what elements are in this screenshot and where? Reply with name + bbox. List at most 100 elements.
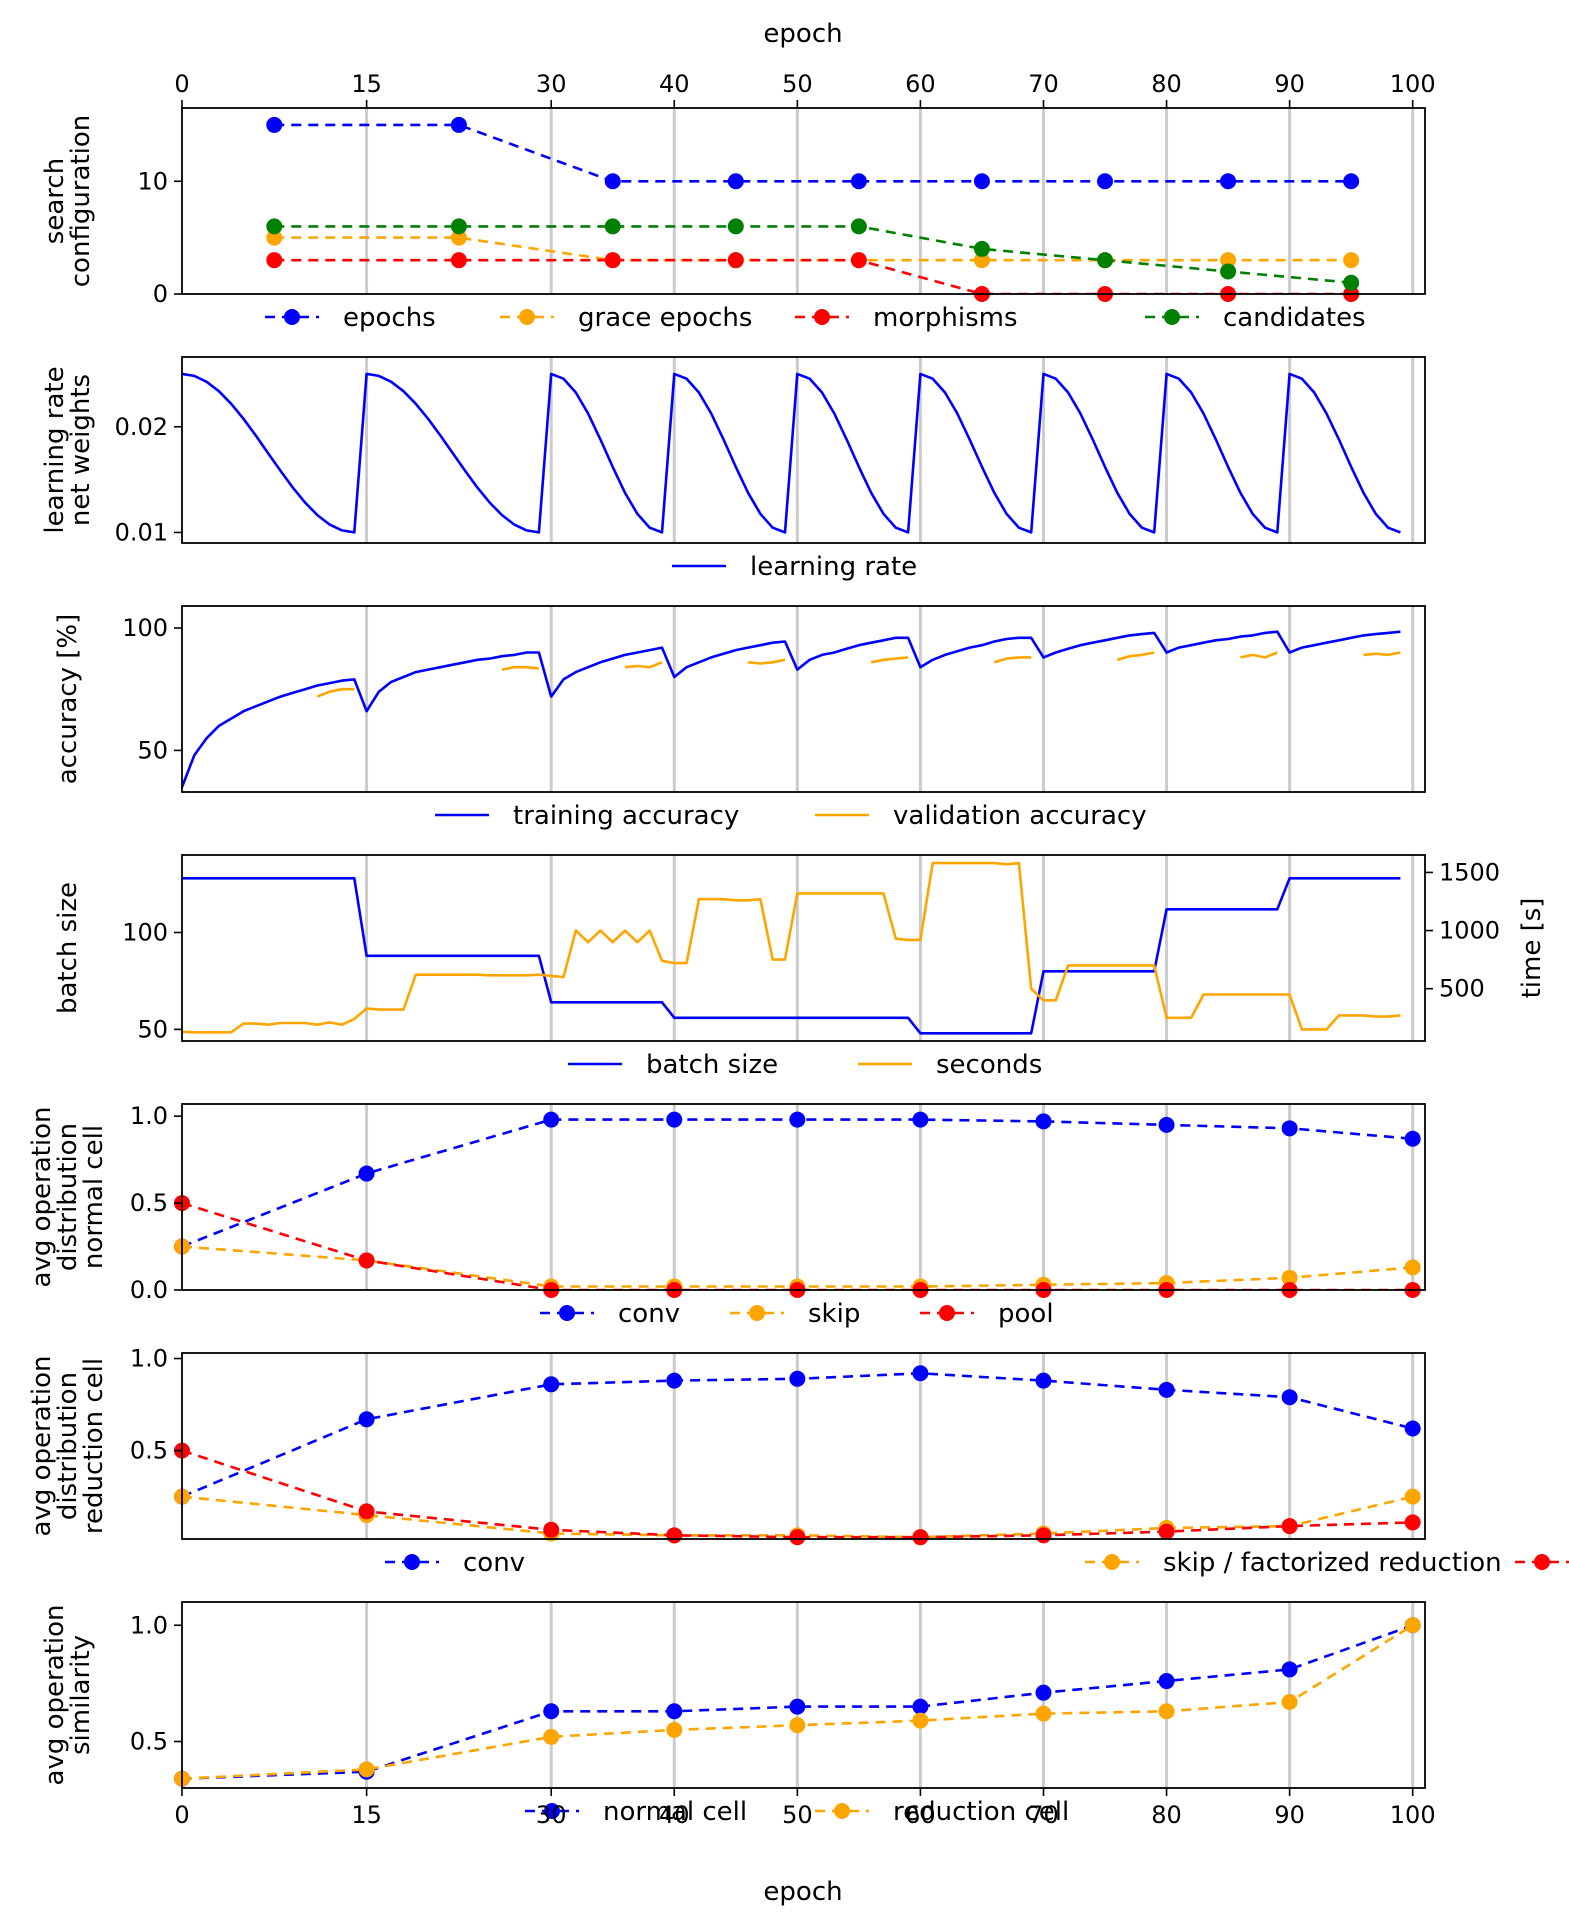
legend-label: learning rate xyxy=(750,552,917,582)
plot-area xyxy=(182,1624,1414,1780)
series-point-conv xyxy=(912,1111,929,1128)
legend-label: validation accuracy xyxy=(893,801,1147,831)
series-point-conv xyxy=(1404,1130,1421,1147)
bottom-xtick-label: 70 xyxy=(1028,1801,1059,1829)
ytick-label: 1.0 xyxy=(130,1102,168,1130)
y2tick-label: 500 xyxy=(1439,975,1485,1003)
series-point-epochs xyxy=(850,173,867,190)
series-point-conv xyxy=(543,1111,560,1128)
legend-label: epochs xyxy=(343,303,436,333)
bottom-xtick-label: 90 xyxy=(1274,1801,1305,1829)
series-point-reduction-cell xyxy=(666,1721,683,1738)
legend-marker xyxy=(1534,1554,1550,1570)
ytick-label: 50 xyxy=(137,1015,168,1043)
series-point-reduction-cell xyxy=(1035,1705,1052,1722)
legend-marker xyxy=(284,309,300,325)
series-point-conv xyxy=(1158,1381,1175,1398)
bottom-xtick-label: 40 xyxy=(659,1801,690,1829)
plot-area xyxy=(182,861,1401,1035)
series-point-conv xyxy=(358,1411,375,1428)
ylabel: normal cell xyxy=(79,1125,109,1269)
ytick-label: 0.0 xyxy=(130,1276,168,1304)
series-point-pool xyxy=(358,1503,375,1520)
ytick-label: 100 xyxy=(122,614,168,642)
legend-label: batch size xyxy=(646,1050,778,1080)
series-point-morphisms xyxy=(727,252,744,269)
series-point-conv xyxy=(666,1372,683,1389)
series-point-morphisms xyxy=(850,252,867,269)
series-point-conv xyxy=(1035,1372,1052,1389)
axes-frame xyxy=(181,854,1426,1042)
top-xtick-label: 40 xyxy=(659,70,690,98)
ylabel: avg operation xyxy=(40,1605,70,1786)
ytick-label: 1.0 xyxy=(130,1611,168,1639)
series-point-skip xyxy=(1404,1259,1421,1276)
ytick-label: 100 xyxy=(122,919,168,947)
series-point-grace-epochs xyxy=(1343,252,1360,269)
legend-label: grace epochs xyxy=(578,303,752,333)
plot-area xyxy=(274,123,1352,294)
axes-frame xyxy=(181,1352,1426,1540)
bottom-xlabel: epoch xyxy=(763,1877,842,1907)
legend-label: seconds xyxy=(936,1050,1042,1080)
legend-marker xyxy=(834,1803,850,1819)
top-xtick-label: 80 xyxy=(1151,70,1182,98)
top-xlabel: epoch xyxy=(763,19,842,49)
series-point-grace-epochs xyxy=(450,229,467,246)
series-point-conv xyxy=(358,1165,375,1182)
legend-label: normal cell xyxy=(603,1797,747,1827)
ytick-label: 50 xyxy=(137,736,168,764)
series-point-candidates xyxy=(450,218,467,235)
series-point-candidates xyxy=(1097,252,1114,269)
bottom-xtick-label: 15 xyxy=(351,1801,382,1829)
series-line-skip xyxy=(182,1245,1413,1288)
legend-label: candidates xyxy=(1223,303,1366,333)
ytick-label: 0.5 xyxy=(130,1728,168,1756)
series-point-conv xyxy=(912,1365,929,1382)
ylabel: distribution xyxy=(53,1123,83,1271)
ylabel: avg operation xyxy=(27,1107,57,1288)
series-point-candidates xyxy=(266,218,283,235)
legend-marker xyxy=(814,309,830,325)
series-point-normal-cell xyxy=(912,1698,929,1715)
series-point-pool xyxy=(543,1521,560,1538)
legend-marker xyxy=(749,1305,765,1321)
top-xtick-label: 30 xyxy=(536,70,567,98)
top-xtick-label: 50 xyxy=(782,70,813,98)
legend-label: skip xyxy=(808,1299,860,1329)
series-point-epochs xyxy=(1220,173,1237,190)
series-point-pool xyxy=(1404,1514,1421,1531)
legend-label: conv xyxy=(463,1548,525,1578)
series-line-epochs xyxy=(274,123,1352,183)
series-point-morphisms xyxy=(450,252,467,269)
legend-label: pool xyxy=(998,1299,1054,1329)
axes-frame xyxy=(181,605,1426,793)
series-point-skip xyxy=(1281,1269,1298,1286)
series-point-epochs xyxy=(1343,173,1360,190)
series-line-validation-accuracy xyxy=(624,661,663,669)
series-point-pool xyxy=(1158,1523,1175,1540)
series-point-conv xyxy=(1158,1116,1175,1133)
series-line-validation-accuracy xyxy=(501,665,540,671)
series-point-normal-cell xyxy=(1035,1684,1052,1701)
bottom-xtick-label: 60 xyxy=(905,1801,936,1829)
series-line-validation-accuracy xyxy=(993,656,1032,664)
series-line-morphisms xyxy=(274,258,1352,294)
top-xtick-label: 0 xyxy=(174,70,189,98)
series-point-normal-cell xyxy=(1281,1661,1298,1678)
series-point-candidates xyxy=(727,218,744,235)
legend-label: conv xyxy=(618,1299,680,1329)
ytick-label: 0.5 xyxy=(130,1189,168,1217)
y2tick-label: 1000 xyxy=(1439,917,1500,945)
panel-normal: 0.0 0.5 1.0 avg operationdistributionnormal… xyxy=(27,1102,1426,1329)
series-point-conv xyxy=(789,1370,806,1387)
series-point-epochs xyxy=(266,116,283,133)
legend-label: skip / factorized reduction xyxy=(1163,1548,1502,1578)
series-point-grace-epochs xyxy=(1220,252,1237,269)
legend-marker xyxy=(1164,309,1180,325)
ytick-label: 1.0 xyxy=(130,1345,168,1373)
